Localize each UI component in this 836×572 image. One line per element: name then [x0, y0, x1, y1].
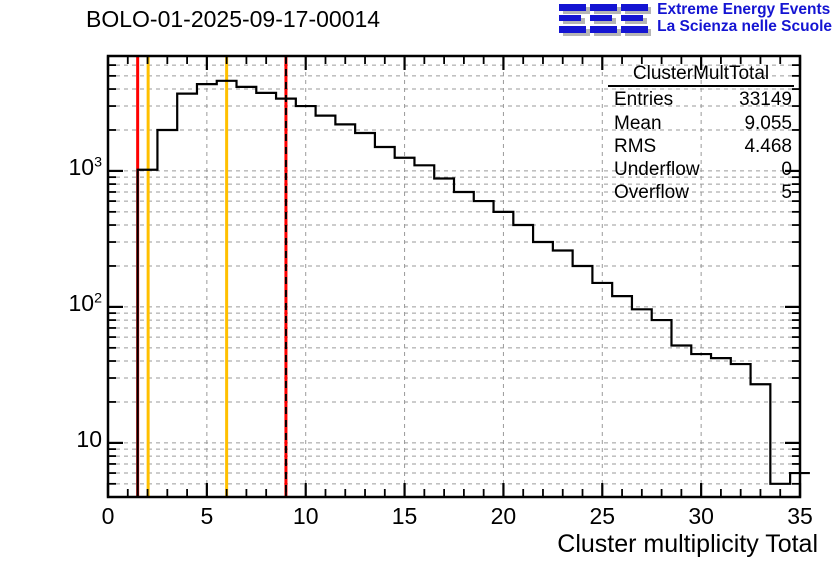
stats-row-label: Entries — [614, 89, 674, 111]
stats-title: ClusterMultTotal — [608, 63, 794, 88]
logo-line-2: La Scienza nelle Scuole — [657, 18, 832, 35]
eee-logo: Extreme Energy Events La Scienza nelle S… — [559, 2, 832, 36]
stats-row-value: 33149 — [739, 89, 792, 111]
stats-box: ClusterMultTotal Entries 33149 Mean 9.055 RM… — [608, 63, 794, 204]
x-tick-label: 30 — [688, 503, 714, 529]
stats-row-label: RMS — [614, 135, 657, 157]
y-tick-label: 103 — [68, 153, 102, 180]
threshold-lines — [136, 56, 288, 497]
stats-rows: Entries 33149 Mean 9.055 RMS 4.468 Underflow 0 O… — [608, 88, 794, 204]
x-tick-label: 10 — [292, 503, 319, 529]
eee-logo-text: Extreme Energy Events La Scienza nelle S… — [657, 2, 832, 35]
x-tick-label: 15 — [391, 503, 418, 529]
histogram-step-path — [136, 79, 810, 497]
stats-row-label: Underflow — [614, 158, 700, 180]
page-title: BOLO-01-2025-09-17-00014 — [86, 6, 381, 32]
x-tick-label: 25 — [589, 503, 616, 529]
stats-row-value: 4.468 — [744, 135, 792, 157]
eee-mark-icon — [559, 2, 652, 36]
stats-row: Entries 33149 — [608, 88, 794, 111]
histogram-curve — [136, 79, 810, 497]
stats-row: Mean 9.055 — [608, 112, 794, 135]
stats-row: RMS 4.468 — [608, 135, 794, 158]
x-tick-label: 0 — [101, 503, 115, 529]
stats-row-value: 5 — [781, 182, 792, 204]
x-tick-label: 35 — [787, 503, 813, 529]
eee-logo-svg — [559, 4, 652, 36]
axis-frame — [106, 54, 802, 499]
stats-row-label: Mean — [614, 112, 662, 134]
axis-ticks — [106, 55, 802, 498]
stats-row-value: 9.055 — [744, 112, 792, 134]
stats-row: Underflow 0 — [608, 158, 794, 181]
y-tick-label: 10 — [76, 425, 102, 452]
stats-row: Overflow 5 — [608, 181, 794, 204]
stats-row-label: Overflow — [614, 182, 689, 204]
stats-row-value: 0 — [781, 158, 792, 180]
x-axis-title: Cluster multiplicity Total — [557, 530, 818, 558]
y-tick-label: 102 — [68, 289, 102, 316]
x-tick-label: 20 — [490, 503, 517, 529]
logo-line-1: Extreme Energy Events — [657, 1, 831, 19]
x-tick-label: 5 — [200, 503, 214, 529]
